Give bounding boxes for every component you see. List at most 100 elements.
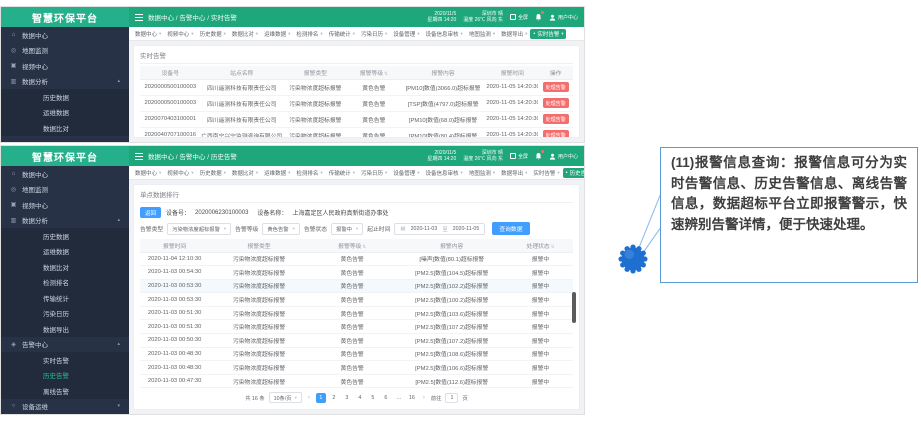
sidebar-item[interactable]: 历史告警 — [1, 367, 129, 383]
sidebar-item[interactable]: 运维数据 — [1, 104, 129, 120]
sidebar-item[interactable]: 数据分析 ▴ — [1, 213, 129, 229]
page-tab[interactable]: 设备信息审核 — [423, 29, 465, 39]
sidebar-item[interactable]: 数据导出 — [1, 321, 129, 337]
handle-alarm-button[interactable]: 处理告警 — [542, 130, 569, 137]
page-tab[interactable]: 传输统计 — [326, 168, 357, 178]
page-number-button[interactable]: 4 — [358, 394, 362, 401]
page-tab[interactable]: 视频中心 — [164, 29, 195, 39]
column-header[interactable]: 报警内容 — [395, 239, 509, 253]
page-number-button[interactable]: 3 — [345, 394, 349, 401]
page-number-button[interactable]: 6 — [384, 394, 388, 401]
page-tab[interactable]: 实时告警 — [530, 28, 566, 39]
page-tab[interactable]: 地图监测 — [466, 168, 497, 178]
sidebar-item[interactable]: 数据中心 — [1, 166, 129, 182]
column-header[interactable]: 报警内容 — [399, 66, 487, 80]
query-data-button[interactable]: 查询数据 — [492, 222, 530, 235]
column-header[interactable]: 报警类型 — [209, 239, 309, 253]
goto-page-input[interactable]: 1 — [445, 392, 459, 403]
page-tab[interactable]: 数据比对 — [229, 168, 260, 178]
page-tab[interactable]: 检测排名 — [293, 168, 324, 178]
page-tab[interactable]: 历史数据 — [197, 29, 228, 39]
page-tab[interactable]: 数据比对 — [229, 29, 260, 39]
column-header[interactable]: 报警等级 — [308, 239, 396, 253]
page-tab[interactable]: 检测排名 — [293, 29, 324, 39]
sidebar-item[interactable]: 历史数据 — [1, 228, 129, 244]
sidebar-item[interactable]: 离线告警 — [1, 383, 129, 399]
sidebar-item[interactable]: 数据比对 — [1, 120, 129, 136]
sidebar-item[interactable]: 视频中心 — [1, 197, 129, 213]
column-header[interactable]: 报警类型 — [282, 66, 348, 80]
sidebar-item[interactable]: 视频中心 — [1, 58, 129, 74]
site-name-value: 上海嘉定区人民政府真新街道办事处 — [292, 211, 389, 217]
column-header[interactable]: 设备号 — [140, 66, 201, 80]
back-button[interactable]: 返回 — [140, 207, 162, 218]
sidebar-item[interactable]: 数据比对 — [1, 259, 129, 275]
user-icon — [549, 14, 556, 21]
page-tab[interactable]: 地图监测 — [466, 29, 497, 39]
page-tab[interactable]: 污染日历 — [358, 29, 389, 39]
page-number-button[interactable]: 1 — [315, 392, 326, 403]
page-tab[interactable]: 数据导出 — [498, 168, 529, 178]
sidebar-item[interactable]: 地图监测 — [1, 43, 129, 59]
cell-alarm-type: 污染物浓度超标报警 — [282, 111, 348, 128]
sidebar-item[interactable]: 运维数据 — [1, 243, 129, 259]
sidebar-item[interactable]: 历史数据 — [1, 89, 129, 105]
cell-alarm-content: [噪声]数值(80.1)超标报警 — [395, 252, 509, 267]
page-number-button[interactable]: 2 — [332, 394, 336, 401]
sidebar-item[interactable]: 检测排名 — [1, 274, 129, 290]
page-tab[interactable]: 视频中心 — [164, 168, 195, 178]
scrollbar-thumb[interactable] — [572, 292, 576, 323]
hamburger-menu-icon[interactable] — [135, 152, 143, 160]
page-tab[interactable]: 传输统计 — [326, 29, 357, 39]
notification-bell-button[interactable] — [535, 150, 544, 160]
sidebar-item[interactable]: 数据中心 — [1, 27, 129, 43]
column-header[interactable]: 报警等级 — [347, 66, 400, 80]
notification-bell-button[interactable] — [535, 11, 544, 21]
handle-alarm-button[interactable]: 处理告警 — [542, 114, 569, 124]
column-header[interactable]: 报警时间 — [486, 66, 539, 80]
handle-alarm-button[interactable]: 处理告警 — [542, 82, 569, 92]
app-window-history-alarm: 智慧环保平台 数据中心 / 告警中心 / 历史告警 2020/11/5 星期四 … — [0, 145, 585, 415]
date-range-picker[interactable]: 2020-11-03 至 2020-11-05 — [394, 222, 486, 235]
sidebar-item[interactable]: 实时告警 — [1, 352, 129, 368]
end-date-input[interactable]: 2020-11-05 — [452, 225, 480, 232]
user-center-button[interactable]: 用户中心 — [549, 153, 578, 160]
page-tab[interactable]: 运维数据 — [261, 29, 292, 39]
sidebar-item[interactable]: 数据分析 ▴ — [1, 74, 129, 90]
page-tab[interactable]: 实时告警 — [530, 168, 561, 178]
page-number-button[interactable]: 5 — [371, 394, 375, 401]
start-date-input[interactable]: 2020-11-03 — [410, 225, 438, 232]
sidebar-item[interactable]: 污染日历 — [1, 305, 129, 321]
page-number-button[interactable]: 16 — [408, 394, 415, 401]
column-header[interactable]: 报警时间 — [140, 239, 210, 253]
alarm-status-select[interactable]: 报警中 — [331, 222, 364, 235]
page-tab[interactable]: 数据中心 — [132, 168, 163, 178]
page-tab[interactable]: 数据导出 — [498, 29, 529, 39]
page-size-select[interactable]: 10条/页 — [268, 392, 302, 404]
prev-page-button[interactable]: ‹ — [307, 394, 310, 401]
alarm-type-select[interactable]: 污染物浓度超标报警 — [167, 222, 232, 235]
page-tab[interactable]: 设备管理 — [390, 168, 421, 178]
page-tab[interactable]: 设备信息审核 — [423, 168, 465, 178]
sidebar-item[interactable]: 传输统计 — [1, 290, 129, 306]
sidebar-item[interactable]: 地图监测 — [1, 182, 129, 198]
next-page-button[interactable]: › — [422, 394, 425, 401]
handle-alarm-button[interactable]: 处理告警 — [542, 98, 569, 108]
page-tab[interactable]: 数据中心 — [132, 29, 163, 39]
page-tab[interactable]: 历史数据 — [197, 168, 228, 178]
sidebar-item[interactable]: 告警中心 ▴ — [1, 337, 129, 353]
column-header[interactable]: 操作 — [538, 66, 573, 80]
user-center-button[interactable]: 用户中心 — [549, 14, 578, 21]
page-tab[interactable]: 设备管理 — [390, 29, 421, 39]
alarm-level-select[interactable]: 黄色告警 — [262, 222, 300, 235]
fullscreen-button[interactable]: 全屏 — [509, 14, 528, 21]
page-tab[interactable]: 历史告警 — [562, 167, 584, 178]
page-tab[interactable]: 污染日历 — [358, 168, 389, 178]
sidebar-item[interactable]: 设备运维 ▾ — [1, 399, 129, 415]
fullscreen-button[interactable]: 全屏 — [509, 153, 528, 160]
hamburger-menu-icon[interactable] — [135, 13, 143, 21]
page-number-button[interactable]: … — [396, 394, 402, 401]
column-header[interactable]: 站点名称 — [200, 66, 283, 80]
page-tab[interactable]: 运维数据 — [261, 168, 292, 178]
column-header[interactable]: 处理状态 — [508, 239, 573, 253]
